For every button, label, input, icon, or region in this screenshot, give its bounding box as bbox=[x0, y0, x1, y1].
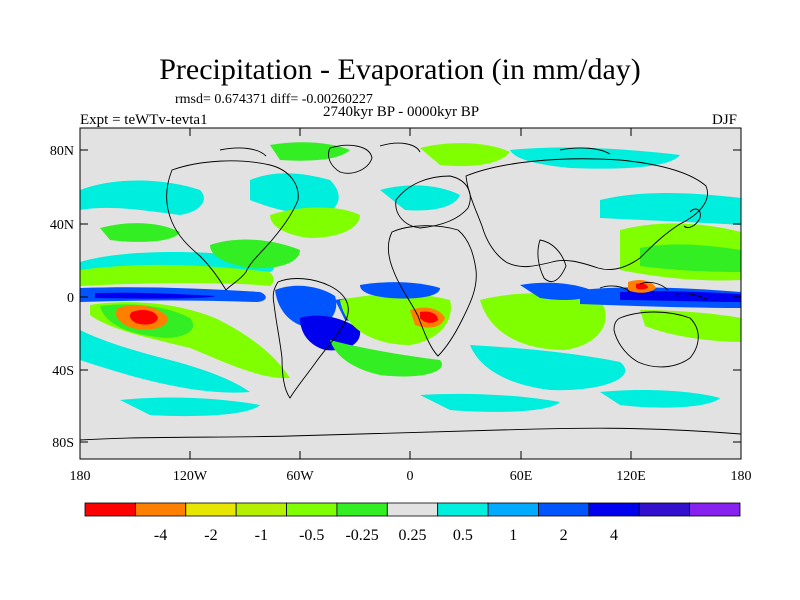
blue-equatorial-atlantic bbox=[360, 282, 440, 299]
green-north-pacific-midlat bbox=[100, 223, 180, 242]
coastline-arctic-islands bbox=[219, 142, 611, 157]
colorbar-swatch bbox=[588, 502, 640, 517]
colorbar-label: -2 bbox=[204, 527, 217, 544]
anomaly-fields bbox=[80, 142, 741, 417]
longitude-axis bbox=[79, 128, 742, 459]
coastline-greenland bbox=[328, 144, 373, 174]
lon-label-120e: 120E bbox=[616, 469, 646, 484]
lat-label-40s: 40S bbox=[52, 364, 74, 379]
stats-text: rmsd= 0.674371 diff= -0.00260227 bbox=[175, 92, 373, 107]
coastline-antarctica bbox=[80, 427, 741, 441]
green-dark-west-pacific bbox=[640, 244, 741, 272]
lat-label-0: 0 bbox=[67, 291, 74, 306]
colorbar: -4 -2 -1 -0.5 -0.25 0.25 0.5 1 2 4 bbox=[84, 502, 741, 544]
colorbar-swatch bbox=[185, 502, 237, 517]
green-arctic-north-america bbox=[270, 142, 350, 161]
colorbar-swatch bbox=[235, 502, 287, 517]
lon-label-60w: 60W bbox=[286, 469, 314, 484]
colorbar-swatch bbox=[538, 502, 590, 517]
lon-label-60e: 60E bbox=[510, 469, 533, 484]
green-south-west-pacific bbox=[640, 310, 741, 342]
green-arctic-scandinavia bbox=[420, 143, 510, 167]
cyan-north-pacific-midlat bbox=[80, 180, 204, 215]
colorbar-label: -0.5 bbox=[299, 527, 324, 544]
coastline-australia bbox=[613, 311, 699, 368]
blue-indian-ocean bbox=[520, 282, 595, 300]
cyan-north-atlantic bbox=[250, 173, 339, 215]
cyan-southern-ocean-pacific bbox=[120, 397, 260, 417]
cyan-south-pacific bbox=[80, 330, 250, 393]
lon-label-120w: 120W bbox=[173, 469, 208, 484]
colorbar-swatch bbox=[487, 502, 539, 517]
coastline-japan bbox=[683, 208, 701, 229]
cyan-indian-ocean bbox=[470, 345, 626, 391]
green-atlantic-band bbox=[330, 340, 442, 377]
cyan-southern-ocean-australia bbox=[600, 390, 720, 408]
lon-label-180w: 180 bbox=[70, 469, 91, 484]
colorbar-label: -4 bbox=[154, 527, 167, 544]
cyan-europe bbox=[380, 185, 460, 211]
red-south-pacific bbox=[129, 310, 158, 325]
coastline-north-america bbox=[166, 160, 299, 291]
green-south-atlantic bbox=[340, 294, 451, 345]
coastline-europe bbox=[395, 175, 471, 229]
colorbar-swatch bbox=[286, 502, 338, 517]
lat-label-80s: 80S bbox=[52, 436, 74, 451]
colorbar-label: 0.25 bbox=[399, 527, 427, 544]
coastline-south-america bbox=[272, 278, 349, 399]
green-atlantic-subtropics bbox=[210, 239, 300, 269]
lon-label-0: 0 bbox=[407, 469, 414, 484]
lat-label-80n: 80N bbox=[50, 144, 74, 159]
coastline-maritime-continent bbox=[599, 281, 709, 301]
colorbar-label: 1 bbox=[509, 527, 517, 544]
red-south-atlantic bbox=[420, 311, 438, 323]
colorbar-swatch bbox=[386, 502, 439, 517]
dark-blue-equatorial-pacific bbox=[95, 292, 215, 299]
coastline-africa bbox=[387, 225, 477, 357]
latitude-axis bbox=[80, 149, 741, 443]
colorbar-label: 4 bbox=[610, 527, 618, 544]
colorbar-label: 2 bbox=[560, 527, 568, 544]
red-maritime-continent bbox=[636, 283, 648, 290]
colorbar-swatch bbox=[638, 502, 691, 517]
lat-label-40n: 40N bbox=[50, 218, 74, 233]
colorbar-swatch bbox=[437, 502, 489, 517]
lon-label-180e: 180 bbox=[731, 469, 752, 484]
green-north-atlantic bbox=[270, 207, 360, 238]
coastline-asia bbox=[465, 158, 708, 270]
cyan-southern-ocean-indian bbox=[420, 393, 560, 412]
dark-blue-west-pacific bbox=[620, 291, 741, 302]
season-label: DJF bbox=[712, 112, 738, 128]
colorbar-swatch bbox=[84, 502, 136, 517]
cyan-arctic-eurasia bbox=[510, 147, 680, 169]
colorbar-label: -0.25 bbox=[345, 527, 378, 544]
map-title: Precipitation - Evaporation (in mm/day) bbox=[159, 53, 641, 86]
colorbar-label: -1 bbox=[255, 527, 268, 544]
green-indian-ocean bbox=[480, 293, 606, 350]
colorbar-swatch bbox=[336, 502, 388, 517]
experiment-label: Expt = teWTv-tevta1 bbox=[80, 112, 208, 128]
coastlines bbox=[80, 142, 741, 441]
colorbar-swatch bbox=[689, 502, 741, 517]
colorbar-label: 0.5 bbox=[453, 527, 473, 544]
colorbar-swatch bbox=[134, 502, 187, 517]
period-text: 2740kyr BP - 0000kyr BP bbox=[323, 104, 480, 120]
coastline-indian-subcontinent bbox=[537, 239, 567, 282]
dark-blue-south-atlantic bbox=[300, 315, 361, 351]
